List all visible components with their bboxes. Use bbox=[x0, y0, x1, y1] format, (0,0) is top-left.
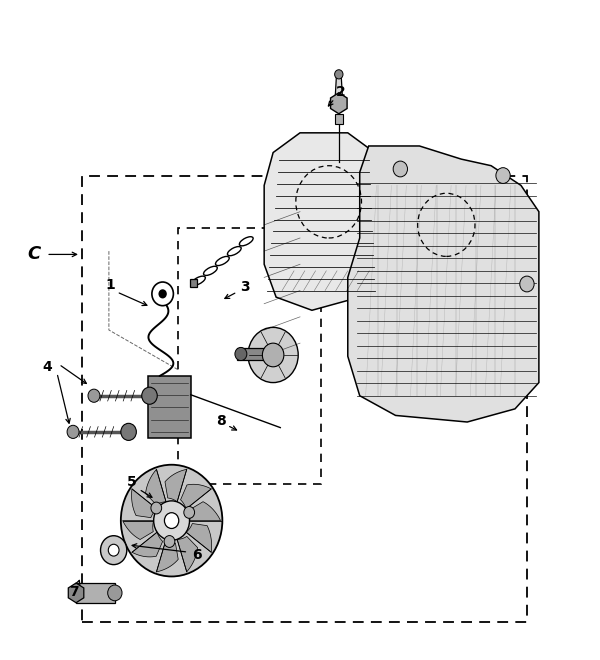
Polygon shape bbox=[335, 76, 343, 96]
Text: 7: 7 bbox=[70, 585, 79, 599]
Circle shape bbox=[121, 423, 136, 440]
Polygon shape bbox=[165, 469, 187, 502]
Circle shape bbox=[88, 389, 100, 403]
Text: 5: 5 bbox=[127, 475, 136, 490]
Text: 2: 2 bbox=[336, 85, 346, 99]
Polygon shape bbox=[181, 484, 211, 509]
Polygon shape bbox=[122, 521, 154, 539]
Polygon shape bbox=[186, 523, 212, 552]
Bar bbox=[82, 176, 527, 622]
Circle shape bbox=[108, 544, 119, 556]
Polygon shape bbox=[190, 279, 197, 287]
Text: 1: 1 bbox=[105, 279, 115, 292]
Bar bbox=[178, 228, 321, 484]
Circle shape bbox=[496, 168, 510, 183]
Circle shape bbox=[335, 70, 343, 79]
Circle shape bbox=[101, 536, 127, 564]
Circle shape bbox=[520, 276, 534, 292]
Bar bbox=[76, 583, 115, 603]
Polygon shape bbox=[68, 583, 84, 603]
Circle shape bbox=[235, 347, 247, 360]
Text: 3: 3 bbox=[240, 280, 250, 294]
Polygon shape bbox=[132, 532, 163, 557]
Polygon shape bbox=[348, 146, 539, 422]
Circle shape bbox=[164, 535, 175, 547]
Circle shape bbox=[248, 327, 298, 383]
Circle shape bbox=[151, 502, 161, 514]
Circle shape bbox=[164, 513, 179, 529]
Circle shape bbox=[262, 343, 284, 367]
Polygon shape bbox=[131, 489, 157, 517]
Polygon shape bbox=[237, 348, 276, 360]
Text: 4: 4 bbox=[43, 360, 52, 374]
Circle shape bbox=[121, 465, 223, 576]
Circle shape bbox=[142, 387, 157, 405]
Polygon shape bbox=[146, 469, 166, 505]
Polygon shape bbox=[264, 133, 380, 310]
Circle shape bbox=[67, 425, 79, 438]
Circle shape bbox=[152, 282, 173, 306]
Polygon shape bbox=[331, 93, 347, 114]
Polygon shape bbox=[190, 502, 221, 521]
Circle shape bbox=[184, 506, 194, 518]
Polygon shape bbox=[177, 537, 197, 572]
Polygon shape bbox=[157, 539, 178, 572]
Circle shape bbox=[393, 161, 407, 177]
Circle shape bbox=[158, 289, 167, 298]
Polygon shape bbox=[335, 114, 343, 124]
Text: C: C bbox=[28, 246, 41, 263]
Circle shape bbox=[154, 501, 190, 541]
Text: 8: 8 bbox=[216, 414, 226, 428]
Bar bbox=[148, 376, 191, 438]
Text: 6: 6 bbox=[193, 548, 202, 562]
Circle shape bbox=[107, 585, 122, 601]
